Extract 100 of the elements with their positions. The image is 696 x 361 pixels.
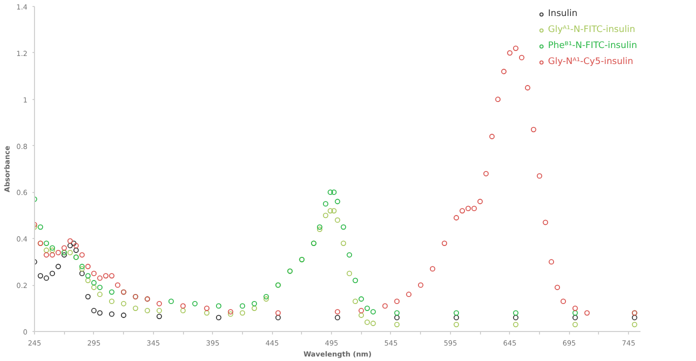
point xyxy=(67,238,73,244)
point xyxy=(454,322,460,328)
point xyxy=(275,310,281,316)
point xyxy=(536,173,542,179)
point xyxy=(252,306,258,311)
point xyxy=(477,198,483,204)
point xyxy=(264,294,269,300)
point xyxy=(156,308,162,314)
point xyxy=(442,240,448,246)
point xyxy=(334,309,340,314)
point xyxy=(322,201,328,207)
point xyxy=(507,50,512,56)
point xyxy=(460,208,465,214)
point xyxy=(530,126,536,132)
point xyxy=(430,266,436,272)
point xyxy=(454,215,460,220)
point xyxy=(240,303,246,309)
point xyxy=(322,212,328,218)
point xyxy=(346,270,352,276)
point xyxy=(328,190,334,195)
point xyxy=(632,314,638,320)
point xyxy=(501,68,507,74)
point xyxy=(554,284,560,290)
point xyxy=(513,322,518,328)
point xyxy=(364,306,370,311)
point xyxy=(38,224,44,230)
point xyxy=(73,248,79,253)
point xyxy=(44,240,50,246)
point xyxy=(85,273,91,278)
point xyxy=(483,170,489,176)
point xyxy=(358,312,364,318)
point xyxy=(91,284,97,290)
point xyxy=(471,206,477,212)
point xyxy=(394,310,400,316)
point xyxy=(216,303,222,309)
point xyxy=(50,245,56,251)
point xyxy=(518,54,524,60)
point xyxy=(97,292,103,298)
point xyxy=(216,314,222,320)
point xyxy=(572,314,578,320)
point xyxy=(394,314,400,320)
point xyxy=(50,248,56,253)
point xyxy=(228,311,234,317)
point xyxy=(406,292,412,298)
point xyxy=(44,248,50,253)
point xyxy=(328,208,334,214)
point xyxy=(394,322,400,328)
point xyxy=(97,284,103,290)
point xyxy=(62,252,67,258)
point xyxy=(97,310,103,316)
point xyxy=(192,300,198,306)
point xyxy=(334,314,340,320)
point xyxy=(340,224,346,230)
point xyxy=(346,252,352,258)
point xyxy=(85,278,91,284)
point xyxy=(79,252,85,258)
point xyxy=(156,300,162,306)
point xyxy=(180,303,186,309)
point xyxy=(240,310,246,316)
point xyxy=(572,310,578,316)
point xyxy=(204,310,210,316)
point xyxy=(91,270,97,276)
point xyxy=(120,300,126,306)
point xyxy=(454,310,460,316)
point xyxy=(50,252,56,258)
point xyxy=(228,309,234,314)
point xyxy=(71,240,76,246)
point xyxy=(513,310,518,316)
point xyxy=(109,311,114,317)
point xyxy=(91,280,97,286)
point xyxy=(91,308,97,314)
point xyxy=(334,198,340,204)
point xyxy=(454,314,460,320)
point xyxy=(572,322,578,328)
point xyxy=(79,270,85,276)
point xyxy=(44,275,50,281)
point xyxy=(252,300,258,306)
point xyxy=(67,250,73,256)
point xyxy=(85,264,91,270)
point xyxy=(79,264,85,270)
point xyxy=(489,134,495,140)
point xyxy=(67,242,73,248)
point xyxy=(204,306,210,311)
point xyxy=(156,314,162,320)
point xyxy=(466,206,471,212)
point xyxy=(62,245,67,251)
point xyxy=(109,298,114,304)
point xyxy=(370,309,376,314)
point xyxy=(513,46,518,51)
point xyxy=(352,278,358,284)
point xyxy=(548,259,554,265)
point xyxy=(168,298,174,304)
point xyxy=(316,224,322,230)
point xyxy=(513,314,518,320)
point xyxy=(394,298,400,304)
point xyxy=(382,303,388,309)
point xyxy=(56,264,61,270)
point xyxy=(114,282,120,288)
point xyxy=(495,96,501,102)
point xyxy=(560,298,566,304)
